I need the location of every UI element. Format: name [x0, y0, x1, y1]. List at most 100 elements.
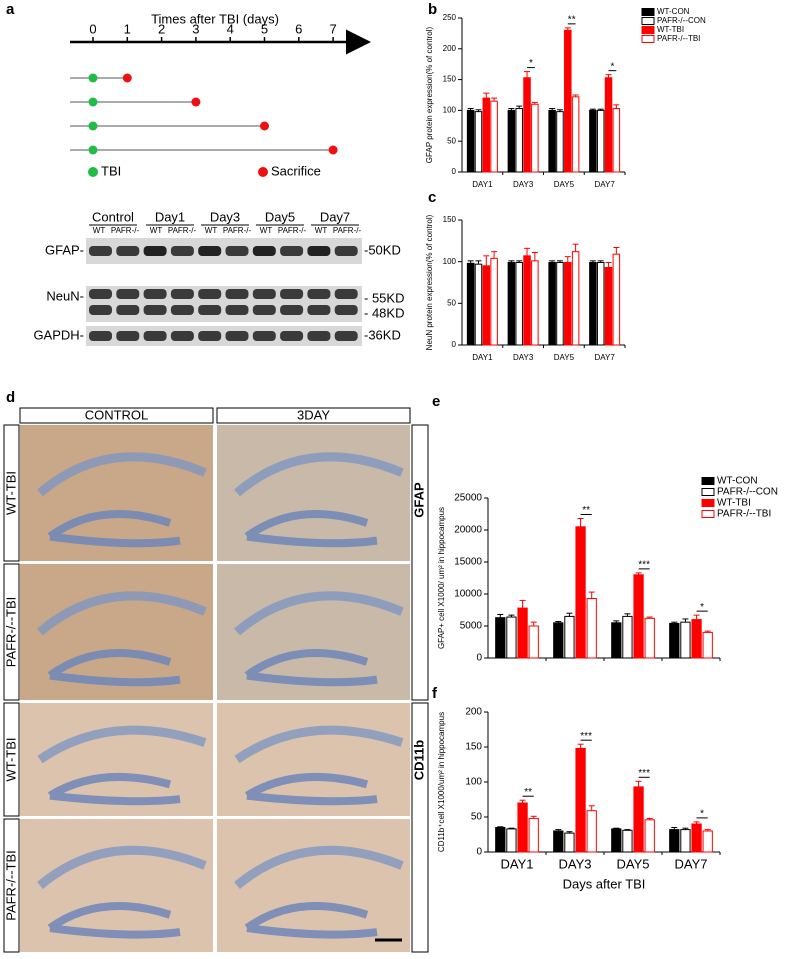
- cell-layer: [234, 452, 404, 497]
- blot-protein: GFAP-: [45, 242, 84, 257]
- panel-letter: d: [6, 389, 15, 406]
- legend-swatch: [641, 35, 655, 43]
- bar: [507, 262, 516, 346]
- legend-label: PAFR-/--CON: [717, 487, 778, 498]
- x-tick-label: DAY7: [594, 353, 615, 362]
- x-tick-label: DAY7: [675, 856, 708, 871]
- y-tick-label: 150: [443, 215, 457, 224]
- significance: ***: [580, 731, 592, 742]
- y-tick-label: 15000: [454, 557, 482, 568]
- bar: [466, 262, 475, 346]
- panel-letter: c: [428, 189, 436, 206]
- bar: [490, 257, 498, 346]
- y-tick-label: 150: [443, 75, 457, 84]
- blot-band: [252, 289, 276, 299]
- row-label: WT-TBI: [3, 471, 18, 515]
- blot-band: [280, 289, 304, 299]
- blot-protein: NeuN-: [46, 288, 84, 303]
- sacrifice-dot: [328, 145, 338, 155]
- cell-layer: [234, 591, 404, 636]
- cell-layer: [37, 845, 207, 889]
- timeline-tick-label: 5: [261, 21, 268, 36]
- y-tick-label: 10000: [454, 589, 482, 600]
- bar: [466, 109, 475, 173]
- row-label-box: [3, 702, 20, 817]
- blot-band: [252, 331, 276, 341]
- blot-size: -50KD: [364, 242, 401, 257]
- cell-layer: [234, 725, 404, 764]
- tbi-dot: [88, 121, 98, 131]
- bar: [604, 77, 613, 173]
- blot-size: - 55KD: [364, 290, 404, 305]
- significance: **: [582, 505, 590, 516]
- blot-group: Day1: [155, 209, 185, 224]
- legend-swatch: [701, 488, 715, 496]
- x-tick-label: DAY1: [501, 856, 534, 871]
- legend-swatch: [701, 477, 715, 485]
- blot-band: [143, 331, 167, 341]
- column-header: CONTROL: [85, 407, 149, 422]
- x-axis-label: Days after TBI: [563, 876, 646, 891]
- blot-band: [170, 331, 194, 341]
- y-axis-label: CD11b⁺cell X1000/um² in hippocampus: [437, 712, 446, 852]
- y-tick-label: 0: [452, 167, 457, 176]
- blot-band: [89, 246, 112, 256]
- blot-band: [89, 331, 112, 341]
- legend-swatch: [641, 26, 655, 34]
- y-tick-label: 5000: [460, 621, 483, 632]
- bar: [586, 597, 597, 659]
- blot-band: [89, 305, 112, 315]
- x-tick-label: DAY3: [559, 856, 592, 871]
- blot-band: [143, 246, 167, 256]
- blot-band: [280, 246, 304, 256]
- dentate-gyrus: [244, 649, 378, 687]
- bar: [556, 262, 564, 346]
- y-tick-label: 20000: [454, 525, 482, 536]
- timeline-title: Times after TBI (days): [151, 11, 279, 26]
- blot-band: [116, 289, 140, 299]
- legend-label: WT-CON: [717, 476, 758, 487]
- dentate-gyrus: [47, 510, 181, 548]
- y-tick-label: 0: [476, 847, 482, 858]
- bar: [528, 625, 539, 659]
- bar: [474, 263, 483, 346]
- bar: [633, 574, 644, 659]
- blot-band: [334, 289, 358, 299]
- blot-lane: WT: [260, 226, 273, 235]
- bar: [548, 109, 556, 173]
- blot-band: [307, 305, 331, 315]
- bar: [531, 260, 539, 346]
- blot-band: [280, 305, 304, 315]
- marker-box: [411, 424, 429, 701]
- marker-label: GFAP: [411, 482, 426, 518]
- blot-size: -36KD: [364, 327, 401, 342]
- column-header-box: [19, 407, 214, 424]
- y-tick-label: 250: [443, 13, 457, 22]
- timeline-tick-label: 1: [124, 21, 131, 36]
- bar: [523, 255, 531, 346]
- blot-band: [225, 289, 249, 299]
- y-tick-label: 50: [447, 298, 456, 307]
- bar: [474, 111, 483, 173]
- blot-band: [252, 305, 276, 315]
- row-label: PAFR-/--TBI: [3, 597, 18, 668]
- bar: [515, 108, 523, 173]
- bar: [517, 607, 528, 659]
- blot-lane: PAFR-/-: [111, 226, 140, 235]
- blot-protein: GAPDH-: [33, 327, 84, 342]
- bar: [564, 262, 572, 346]
- bar: [622, 615, 633, 659]
- cell-layer: [37, 591, 207, 636]
- blot-band: [252, 246, 276, 256]
- bar: [669, 622, 680, 659]
- cell-layer: [234, 845, 404, 889]
- blot-band: [116, 246, 140, 256]
- x-tick-label: DAY5: [554, 180, 575, 189]
- blot-size: - 48KD: [364, 305, 404, 320]
- dentate-gyrus: [244, 902, 378, 939]
- y-tick-label: 200: [443, 44, 457, 53]
- row-label-box: [3, 424, 20, 562]
- blot-band: [143, 305, 167, 315]
- bar: [611, 828, 622, 853]
- bar: [622, 829, 633, 853]
